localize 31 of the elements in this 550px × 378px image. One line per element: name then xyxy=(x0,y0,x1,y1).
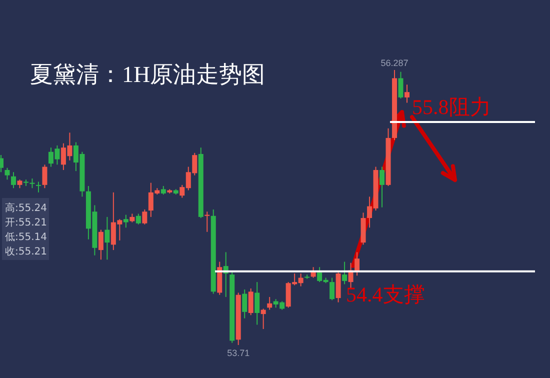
annotation: 低:55.14 xyxy=(5,232,47,243)
candlestick xyxy=(4,167,10,180)
candlestick xyxy=(398,71,404,99)
candlestick xyxy=(242,289,248,319)
ref-line-label: 54.4支撑 xyxy=(346,282,425,306)
candlestick xyxy=(136,213,141,225)
candlestick xyxy=(30,178,35,189)
candlestick xyxy=(42,164,48,189)
candlestick xyxy=(98,229,104,260)
candlestick xyxy=(354,252,360,276)
annotation: 高:55.24 xyxy=(5,202,47,214)
candlestick xyxy=(204,211,210,232)
candlestick xyxy=(342,261,348,285)
candlestick xyxy=(267,296,272,310)
annotation: 53.71 xyxy=(227,348,250,358)
candlestick xyxy=(404,84,410,104)
candlestick xyxy=(380,166,385,208)
candlestick xyxy=(10,172,16,189)
candlestick xyxy=(260,308,266,330)
candlestick xyxy=(330,277,335,301)
chart-title: 夏黛清：1H原油走势图 xyxy=(30,62,266,87)
annotation: 收:55.21 xyxy=(5,246,47,258)
candlestick xyxy=(104,216,110,260)
ref-line-label: 55.8阻力 xyxy=(412,94,491,119)
candlestick xyxy=(254,282,260,326)
annotation: 开:55.21 xyxy=(5,218,47,228)
candlestick xyxy=(248,288,254,316)
candlestick xyxy=(36,181,41,193)
annotation: 56.287 xyxy=(380,58,408,68)
candlestick xyxy=(142,208,148,225)
candlestick xyxy=(123,214,128,228)
